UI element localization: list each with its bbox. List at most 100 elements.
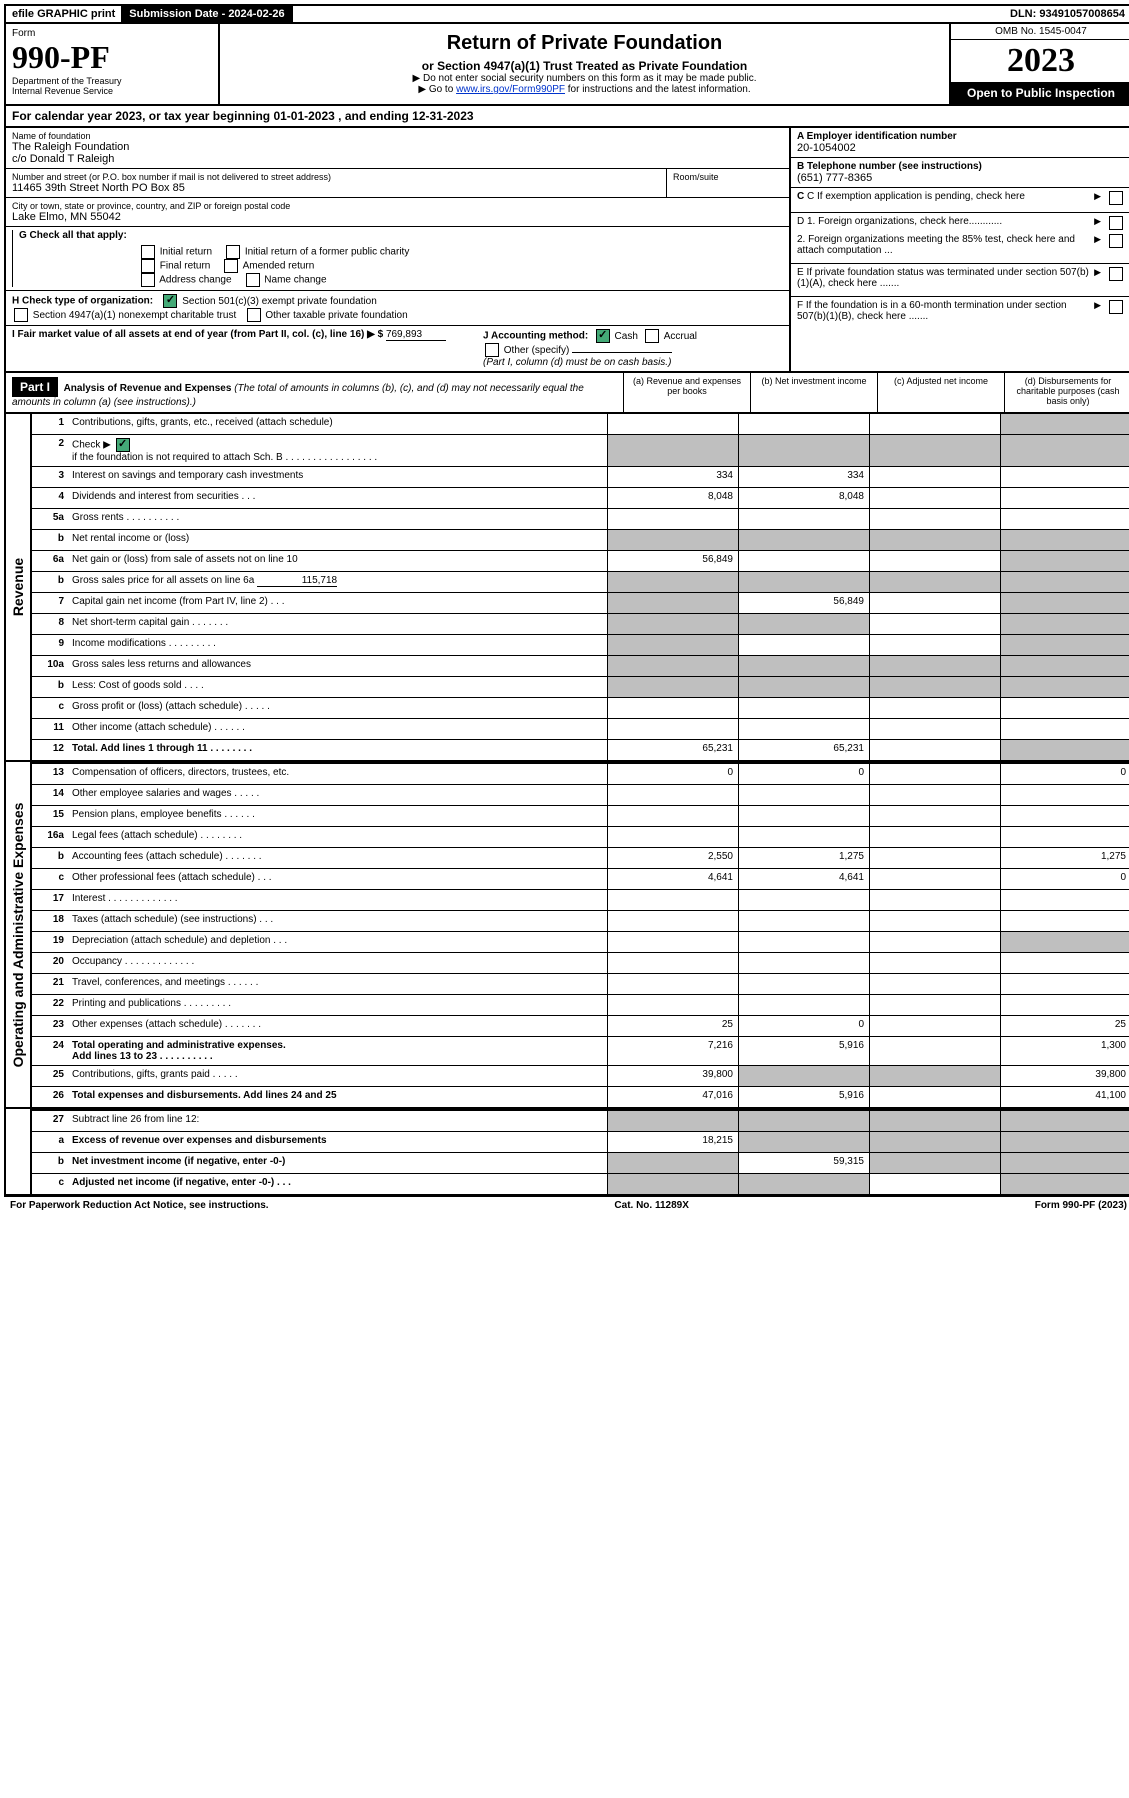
cell-b: 0 <box>738 1016 869 1036</box>
line-number: a <box>32 1132 68 1152</box>
e-checkbox[interactable] <box>1109 267 1123 281</box>
line-row: 6aNet gain or (loss) from sale of assets… <box>32 551 1129 572</box>
cell-b <box>738 719 869 739</box>
line-row: bGross sales price for all assets on lin… <box>32 572 1129 593</box>
cell-d: 25 <box>1000 1016 1129 1036</box>
cell-a <box>607 806 738 826</box>
cell-b <box>738 572 869 592</box>
irs-link[interactable]: www.irs.gov/Form990PF <box>456 84 565 95</box>
cell-b <box>738 614 869 634</box>
line-row: bNet investment income (if negative, ent… <box>32 1153 1129 1174</box>
irs-label: Internal Revenue Service <box>12 86 212 96</box>
h-opt-4947[interactable]: Section 4947(a)(1) nonexempt charitable … <box>12 310 236 321</box>
page-footer: For Paperwork Reduction Act Notice, see … <box>4 1196 1129 1214</box>
line-label: Total operating and administrative expen… <box>68 1037 607 1065</box>
revenue-section: Revenue 1Contributions, gifts, grants, e… <box>4 414 1129 762</box>
c-checkbox[interactable] <box>1109 191 1123 205</box>
h-opt-501c3[interactable]: Section 501(c)(3) exempt private foundat… <box>161 296 376 307</box>
cell-c <box>869 740 1000 760</box>
cell-a <box>607 677 738 697</box>
care-of: c/o Donald T Raleigh <box>12 153 783 165</box>
cell-c <box>869 635 1000 655</box>
line-label: Legal fees (attach schedule) . . . . . .… <box>68 827 607 847</box>
cell-b: 4,641 <box>738 869 869 889</box>
line-number: 20 <box>32 953 68 973</box>
summary-side-spacer <box>6 1109 32 1194</box>
line-label: Dividends and interest from securities .… <box>68 488 607 508</box>
cell-b: 59,315 <box>738 1153 869 1173</box>
line-label: Interest on savings and temporary cash i… <box>68 467 607 487</box>
line-number: 2 <box>32 435 68 466</box>
g-opt-amended[interactable]: Amended return <box>222 259 314 273</box>
g-opt-initial-former[interactable]: Initial return of a former public charit… <box>224 245 409 259</box>
d2-checkbox[interactable] <box>1109 234 1123 248</box>
cell-c <box>869 974 1000 994</box>
cell-a: 39,800 <box>607 1066 738 1086</box>
line-number: 1 <box>32 414 68 434</box>
cell-b <box>738 932 869 952</box>
line-number: 6a <box>32 551 68 571</box>
cell-c <box>869 719 1000 739</box>
j-label: J Accounting method: <box>483 331 588 342</box>
cell-d <box>1000 1111 1129 1131</box>
cell-b <box>738 995 869 1015</box>
cell-c <box>869 1132 1000 1152</box>
g-opt-initial[interactable]: Initial return <box>139 245 212 259</box>
cell-b <box>738 677 869 697</box>
cell-a <box>607 572 738 592</box>
inst-2: ▶ Go to www.irs.gov/Form990PF for instru… <box>226 84 943 95</box>
f-checkbox[interactable] <box>1109 300 1123 314</box>
line-label: Other expenses (attach schedule) . . . .… <box>68 1016 607 1036</box>
part1-title: Analysis of Revenue and Expenses <box>64 383 232 394</box>
cell-a <box>607 890 738 910</box>
cell-b <box>738 827 869 847</box>
cell-c <box>869 827 1000 847</box>
cell-b <box>738 551 869 571</box>
info-left: Name of foundation The Raleigh Foundatio… <box>6 128 791 371</box>
summary-body: 27Subtract line 26 from line 12:aExcess … <box>32 1109 1129 1194</box>
line-row: cOther professional fees (attach schedul… <box>32 869 1129 890</box>
cell-c <box>869 1037 1000 1065</box>
revenue-side-label: Revenue <box>6 414 32 760</box>
line-row: 14Other employee salaries and wages . . … <box>32 785 1129 806</box>
calendar-year-line: For calendar year 2023, or tax year begi… <box>4 106 1129 128</box>
form-title: Return of Private Foundation <box>226 32 943 55</box>
d1-checkbox[interactable] <box>1109 216 1123 230</box>
cell-a <box>607 1111 738 1131</box>
open-public: Open to Public Inspection <box>951 82 1129 104</box>
line-label: Other professional fees (attach schedule… <box>68 869 607 889</box>
line-row: 4Dividends and interest from securities … <box>32 488 1129 509</box>
j-other[interactable]: Other (specify) <box>483 345 569 356</box>
inst2-pre: ▶ Go to <box>418 84 456 95</box>
cell-a <box>607 698 738 718</box>
j-accrual[interactable]: Accrual <box>643 331 697 342</box>
line-row: cGross profit or (loss) (attach schedule… <box>32 698 1129 719</box>
g-opt-final[interactable]: Final return <box>139 259 210 273</box>
line-label: Net rental income or (loss) <box>68 530 607 550</box>
line-number: 10a <box>32 656 68 676</box>
phone-block: B Telephone number (see instructions) (6… <box>791 158 1129 188</box>
line-label: Gross sales price for all assets on line… <box>68 572 607 592</box>
g-opt-name[interactable]: Name change <box>244 273 327 287</box>
city-block: City or town, state or province, country… <box>6 198 789 227</box>
efile-label: efile GRAPHIC print <box>6 6 123 22</box>
line-number: 21 <box>32 974 68 994</box>
g-opt-address[interactable]: Address change <box>139 273 232 287</box>
sch-b-checkbox[interactable] <box>116 438 130 452</box>
j-cash[interactable]: Cash <box>594 331 638 342</box>
cell-c <box>869 911 1000 931</box>
cell-c <box>869 698 1000 718</box>
line-number: 4 <box>32 488 68 508</box>
line-row: 7Capital gain net income (from Part IV, … <box>32 593 1129 614</box>
line-row: 9Income modifications . . . . . . . . . <box>32 635 1129 656</box>
cell-a <box>607 785 738 805</box>
h-opt-other[interactable]: Other taxable private foundation <box>245 310 408 321</box>
b-label: B Telephone number (see instructions) <box>797 161 982 172</box>
cell-d: 0 <box>1000 764 1129 784</box>
form-number: 990-PF <box>12 39 212 76</box>
expenses-side-label: Operating and Administrative Expenses <box>6 762 32 1107</box>
col-d-header: (d) Disbursements for charitable purpose… <box>1004 373 1129 412</box>
i-value: 769,893 <box>386 329 446 341</box>
line-row: 23Other expenses (attach schedule) . . .… <box>32 1016 1129 1037</box>
i-j-row: I Fair market value of all assets at end… <box>6 326 789 371</box>
